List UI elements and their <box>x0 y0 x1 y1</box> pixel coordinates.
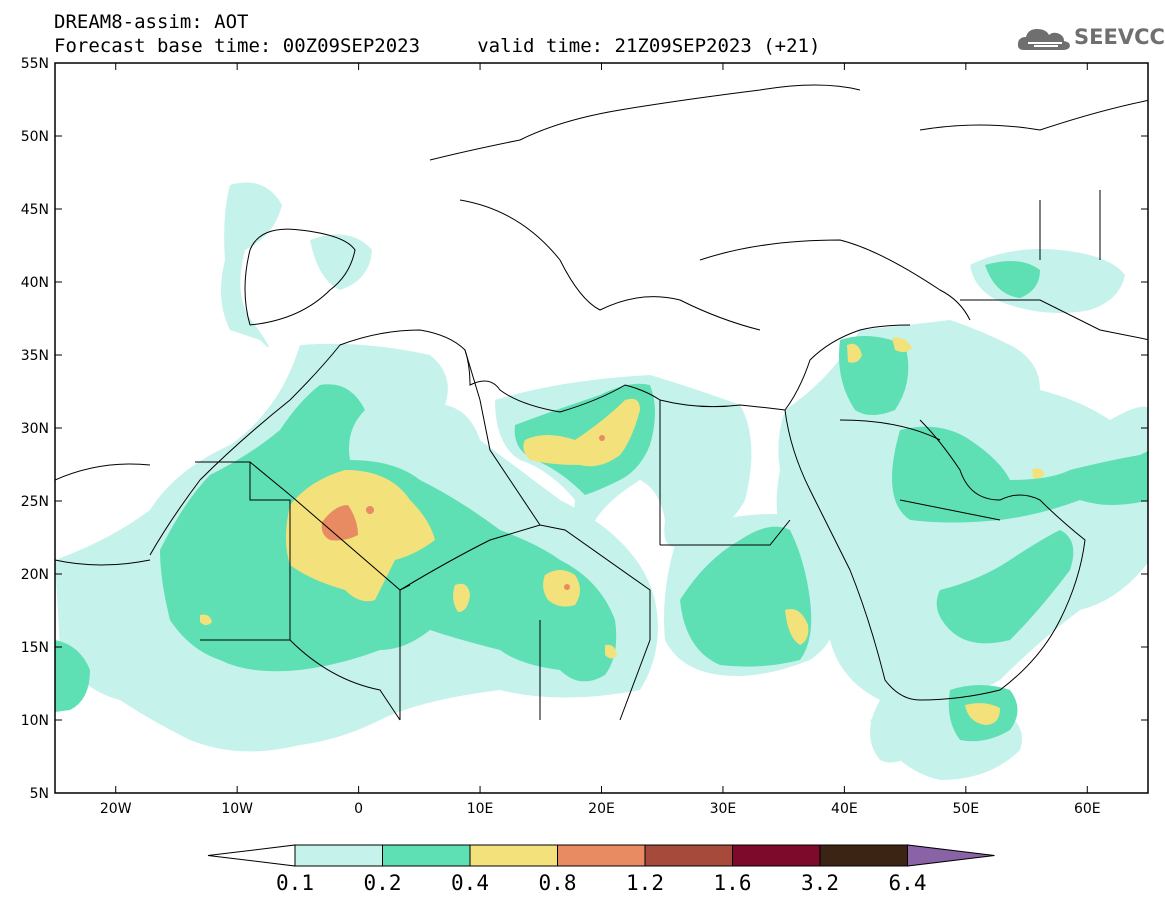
colorbar-label: 3.2 <box>801 871 839 895</box>
lon-tick-label: 10E <box>467 801 494 817</box>
coastlines-borders <box>55 84 1148 721</box>
chart-subtitle-times: Forecast base time: 00Z09SEP2023 valid t… <box>54 35 821 57</box>
aot-field-0.4-0.8 <box>200 337 1045 725</box>
colorbar-box <box>557 844 646 867</box>
lat-tick-label: 45N <box>21 202 49 218</box>
lat-tick-label: 50N <box>21 129 49 145</box>
colorbar-box <box>644 844 733 867</box>
colorbar-label: 0.8 <box>539 871 577 895</box>
map-axes: 5N 10N 15N 20N 25N 30N 35N 40N 45N 50N 55N 20W 10W 0 1… <box>21 56 1148 817</box>
colorbar-label: 1.6 <box>714 871 752 895</box>
logo-text: SEEVCCC <box>1074 25 1165 49</box>
lat-tick-label: 35N <box>21 348 49 364</box>
colorbar-under-arrow <box>207 844 296 867</box>
colorbar-label: 0.4 <box>451 871 489 895</box>
colorbar-label: 0.1 <box>276 871 314 895</box>
lon-tick-label: 20W <box>100 801 132 817</box>
colorbar-label: 0.2 <box>364 871 402 895</box>
lon-tick-label: 50E <box>952 801 979 817</box>
lon-tick-label: 30E <box>710 801 737 817</box>
lat-tick-label: 40N <box>21 275 49 291</box>
lon-tick-label: 20E <box>588 801 615 817</box>
lat-tick-label: 15N <box>21 640 49 656</box>
colorbar-label: 1.2 <box>626 871 664 895</box>
colorbar-over-arrow <box>907 844 995 867</box>
colorbar: 0.1 0.2 0.4 0.8 1.2 1.6 3.2 6.4 <box>207 844 995 895</box>
seevccc-logo: SEEVCCC <box>1016 24 1165 54</box>
lon-tick-label: 40E <box>831 801 858 817</box>
lat-tick-label: 5N <box>30 786 49 802</box>
chart-title: DREAM8-assim: AOT <box>54 11 249 33</box>
lat-tick-label: 55N <box>21 56 49 72</box>
lon-tick-label: 10W <box>221 801 253 817</box>
colorbar-box <box>382 844 471 867</box>
lat-tick-label: 25N <box>21 494 49 510</box>
cloud-icon <box>1017 29 1070 50</box>
lat-tick-label: 30N <box>21 421 49 437</box>
lat-tick-label: 20N <box>21 567 49 583</box>
colorbar-box <box>819 844 908 867</box>
aot-field-0.8-1.2 <box>321 435 605 590</box>
lon-tick-label: 0 <box>354 801 363 817</box>
lon-tick-label: 60E <box>1074 801 1101 817</box>
colorbar-box <box>294 844 383 867</box>
lat-tick-label: 10N <box>21 713 49 729</box>
colorbar-box <box>732 844 821 867</box>
colorbar-label: 6.4 <box>889 871 927 895</box>
colorbar-box <box>469 844 558 867</box>
